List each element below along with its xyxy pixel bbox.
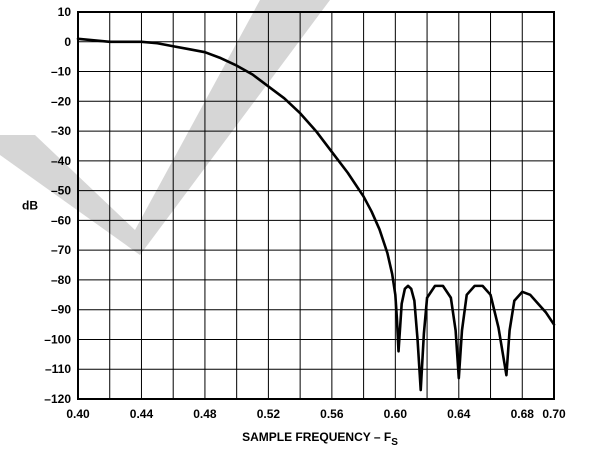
x-tick-label: 0.70 — [542, 407, 566, 421]
x-axis-label-main: SAMPLE FREQUENCY – F — [242, 430, 391, 444]
x-tick-label: 0.40 — [66, 407, 90, 421]
x-tick-label: 0.52 — [257, 407, 281, 421]
y-tick-label: –40 — [51, 154, 71, 168]
x-axis-label-subscript: S — [391, 437, 398, 448]
x-axis-ticks: 0.40 0.44 0.48 0.52 0.56 0.60 0.64 0.68 0.70 — [66, 407, 566, 421]
y-axis-ticks: 10 0 –10 –20 –30 –40 –50 –60 –70 –80 –90 –100 –110 –1… — [44, 5, 71, 406]
series-line-1 — [76, 37, 556, 392]
y-tick-label: 0 — [64, 35, 71, 49]
y-tick-label: –70 — [51, 243, 71, 257]
x-tick-label: 0.56 — [320, 407, 344, 421]
y-axis-label: dB — [22, 199, 38, 213]
y-tick-label: –50 — [51, 184, 71, 198]
x-tick-label: 0.48 — [193, 407, 217, 421]
y-tick-label: –30 — [51, 124, 71, 138]
y-tick-label: –60 — [51, 213, 71, 227]
y-tick-label: –20 — [51, 94, 71, 108]
y-tick-label: –120 — [44, 392, 71, 406]
y-tick-label: –110 — [45, 362, 71, 376]
x-tick-label: 0.64 — [447, 407, 471, 421]
y-tick-label: –10 — [51, 65, 71, 79]
series-layer — [76, 37, 556, 392]
grid — [78, 12, 554, 399]
y-tick-label: 10 — [58, 5, 72, 19]
y-tick-label: –90 — [51, 303, 71, 317]
watermark — [0, 0, 330, 255]
x-axis-label: SAMPLE FREQUENCY – FS — [242, 430, 398, 448]
x-tick-label: 0.68 — [511, 407, 535, 421]
x-tick-label: 0.44 — [130, 407, 154, 421]
y-tick-label: –80 — [51, 273, 71, 287]
watermark-shape — [0, 0, 330, 255]
y-tick-label: –100 — [44, 332, 71, 346]
x-tick-label: 0.60 — [384, 407, 408, 421]
plot-frame — [77, 11, 555, 400]
